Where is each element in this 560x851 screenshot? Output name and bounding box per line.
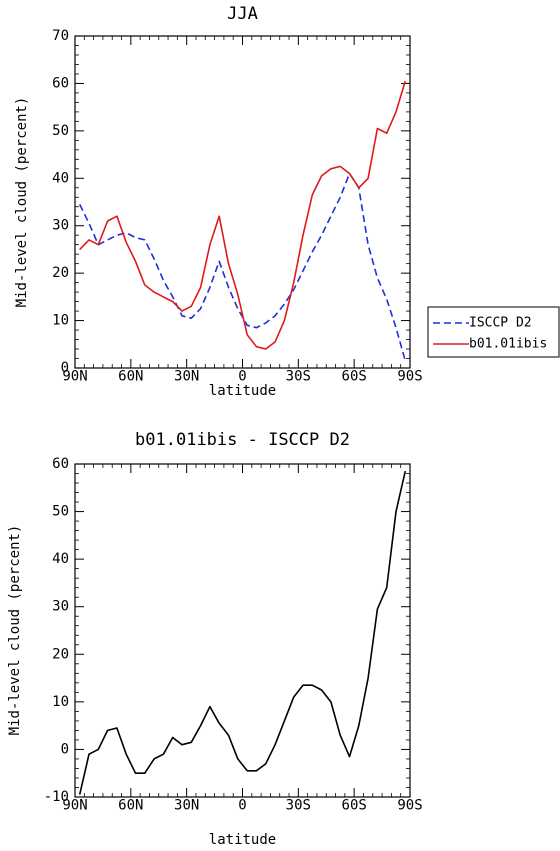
y-tick-label: 20 bbox=[52, 646, 69, 662]
x-tick-label: 0 bbox=[238, 369, 246, 385]
y-tick-label: 20 bbox=[52, 265, 69, 281]
x-axis-label: latitude bbox=[209, 383, 276, 399]
x-tick-label: 60S bbox=[342, 798, 367, 814]
x-tick-label: 0 bbox=[238, 798, 246, 814]
y-axis-label: Mid-level cloud (percent) bbox=[7, 525, 23, 736]
y-tick-label: -10 bbox=[44, 789, 69, 805]
chart-title: JJA bbox=[227, 4, 258, 24]
y-tick-label: 0 bbox=[61, 741, 69, 757]
legend-label: b01.01ibis bbox=[469, 337, 547, 352]
y-tick-label: 60 bbox=[52, 456, 69, 472]
y-tick-label: 0 bbox=[61, 360, 69, 376]
x-axis-label: latitude bbox=[209, 832, 276, 848]
x-tick-label: 30S bbox=[286, 369, 311, 385]
x-tick-label: 90S bbox=[397, 798, 422, 814]
legend: ISCCP D2 b01.01ibis bbox=[427, 306, 560, 358]
legend-label: ISCCP D2 bbox=[469, 316, 532, 331]
y-tick-label: 30 bbox=[52, 218, 69, 234]
chart-title: b01.01ibis - ISCCP D2 bbox=[135, 430, 350, 450]
series-line-b01-01ibis bbox=[79, 80, 407, 350]
x-tick-label: 60N bbox=[118, 798, 143, 814]
y-tick-label: 60 bbox=[52, 75, 69, 91]
series-line-difference bbox=[78, 470, 407, 795]
panel-2: b01.01ibis - ISCCP D2 90N 60N 30N 0 30S 60S 90S… bbox=[7, 430, 423, 848]
y-tick-label: 50 bbox=[52, 123, 69, 139]
y-axis-label: Mid-level cloud (percent) bbox=[14, 97, 30, 308]
y-tick-label: 30 bbox=[52, 599, 69, 615]
x-tick-label: 30N bbox=[174, 798, 199, 814]
x-tick-label: 30S bbox=[286, 798, 311, 814]
x-tick-label: 90N bbox=[62, 369, 87, 385]
y-tick-label: 10 bbox=[52, 694, 69, 710]
y-tick-label: 50 bbox=[52, 504, 69, 520]
y-tick-label: 70 bbox=[52, 28, 69, 44]
series-line-isccp-d2 bbox=[78, 172, 407, 362]
y-tick-label: 40 bbox=[52, 551, 69, 567]
y-tick-label: 10 bbox=[52, 313, 69, 329]
x-tick-label: 30N bbox=[174, 369, 199, 385]
x-tick-label: 60N bbox=[118, 369, 143, 385]
panel-1: JJA 90N 60N 30N 0 30S 60S 90S 0 10 20 30 40 50 60 70 lat… bbox=[14, 4, 560, 399]
x-tick-label: 60S bbox=[342, 369, 367, 385]
y-tick-label: 40 bbox=[52, 170, 69, 186]
x-tick-label: 90N bbox=[62, 798, 87, 814]
legend-box bbox=[427, 306, 560, 358]
x-tick-label: 90S bbox=[397, 369, 422, 385]
plot-frame bbox=[74, 463, 411, 798]
